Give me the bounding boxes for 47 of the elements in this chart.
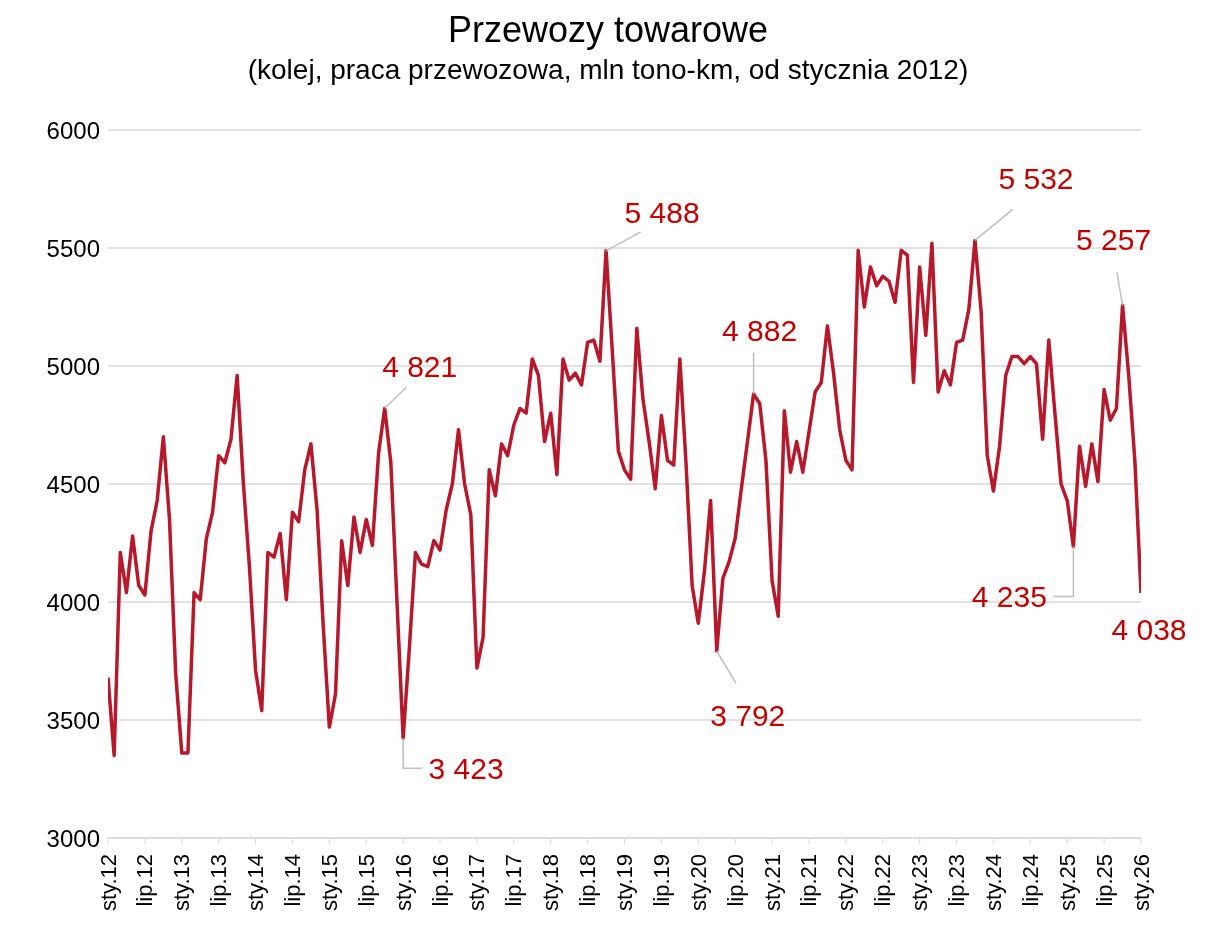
x-tick-label: lip.20 xyxy=(722,854,748,907)
annotation: 4 821 xyxy=(382,349,458,383)
annotation: 4 038 xyxy=(1111,612,1187,646)
x-tick-label: sty.16 xyxy=(390,854,416,912)
x-tick-label: lip.21 xyxy=(796,854,822,907)
annotation: 4 882 xyxy=(722,314,798,348)
x-tick-label: lip.12 xyxy=(132,854,158,907)
y-tick-label: 4000 xyxy=(46,588,100,616)
x-tick-label: sty.14 xyxy=(243,854,269,912)
y-tick-label: 3000 xyxy=(46,824,100,852)
x-tick-label: lip.13 xyxy=(206,854,232,907)
x-tick-label: sty.23 xyxy=(907,854,933,912)
x-tick-label: lip.19 xyxy=(648,854,674,907)
x-tick-label: lip.16 xyxy=(427,854,453,907)
x-tick-label: sty.18 xyxy=(538,854,564,912)
x-tick-label: sty.24 xyxy=(980,854,1006,912)
x-tick-label: sty.12 xyxy=(95,854,121,912)
annotation: 4 235 xyxy=(971,580,1047,614)
annotation: 3 423 xyxy=(428,751,504,785)
chart-subtitle: (kolej, praca przewozowa, mln tono-km, od stycznia 2012) xyxy=(246,53,970,87)
x-tick-label: lip.25 xyxy=(1091,854,1117,907)
x-tick-label: sty.25 xyxy=(1054,854,1080,912)
x-tick-label: sty.21 xyxy=(759,854,785,912)
x-tick-label: lip.14 xyxy=(279,854,305,907)
y-tick-label: 5000 xyxy=(46,352,100,380)
x-tick-label: lip.22 xyxy=(870,854,896,907)
x-tick-label: sty.20 xyxy=(685,854,711,912)
chart-title: Przewozy towarowe xyxy=(446,8,770,52)
x-tick-label: sty.26 xyxy=(1128,854,1154,912)
annotation: 5 257 xyxy=(1076,222,1152,256)
x-tick-label: lip.15 xyxy=(353,854,379,907)
y-tick-label: 3500 xyxy=(46,706,100,734)
y-tick-label: 5500 xyxy=(46,234,100,262)
x-tick-label: sty.13 xyxy=(169,854,195,912)
x-tick-label: sty.17 xyxy=(464,854,490,912)
y-tick-label: 6000 xyxy=(46,116,100,144)
y-tick-label: 4500 xyxy=(46,470,100,498)
x-tick-label: sty.22 xyxy=(833,854,859,912)
x-tick-label: lip.23 xyxy=(944,854,970,907)
annotation: 5 532 xyxy=(998,161,1074,195)
x-tick-label: lip.18 xyxy=(575,854,601,907)
x-tick-label: lip.17 xyxy=(501,854,527,907)
x-tick-label: sty.19 xyxy=(612,854,637,912)
x-tick-label: sty.15 xyxy=(316,854,342,912)
x-tick-label: lip.24 xyxy=(1017,854,1043,907)
annotation: 5 488 xyxy=(624,196,700,230)
annotation: 3 792 xyxy=(710,698,786,732)
